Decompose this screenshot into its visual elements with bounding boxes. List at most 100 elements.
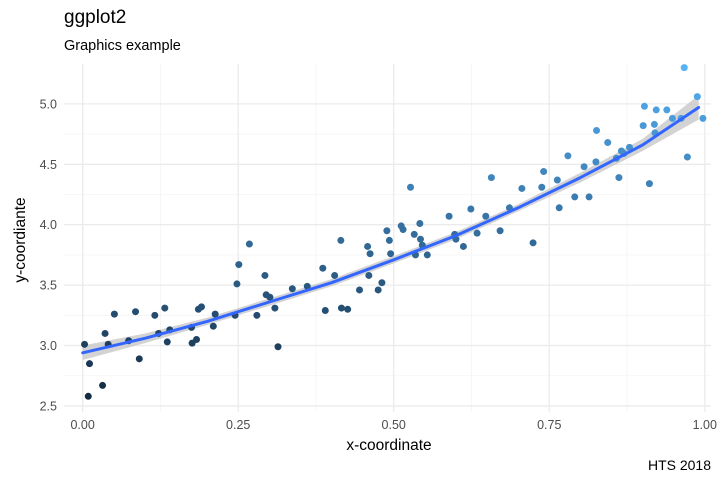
data-point xyxy=(271,304,279,312)
data-point xyxy=(423,251,431,259)
data-point xyxy=(496,227,504,235)
data-point xyxy=(445,212,453,220)
x-tick-label: 0.50 xyxy=(382,418,406,432)
data-point xyxy=(337,236,345,244)
data-point xyxy=(410,230,418,238)
data-point xyxy=(467,205,475,213)
data-point xyxy=(699,114,707,122)
data-point xyxy=(161,304,169,312)
data-point xyxy=(580,163,588,171)
data-point xyxy=(319,264,327,272)
data-point xyxy=(615,174,623,182)
confidence-band-layer xyxy=(82,95,699,361)
data-point xyxy=(233,280,241,288)
data-point xyxy=(385,236,393,244)
data-point xyxy=(378,279,386,287)
data-point xyxy=(683,153,691,161)
data-point xyxy=(383,227,391,235)
data-point xyxy=(652,106,660,114)
data-point xyxy=(84,392,92,400)
y-tick-label: 3.5 xyxy=(40,279,57,293)
data-point xyxy=(303,282,311,290)
data-point xyxy=(668,114,676,122)
data-point xyxy=(571,193,579,201)
data-point xyxy=(387,250,395,258)
data-point xyxy=(604,139,612,147)
confidence-band xyxy=(82,95,699,361)
x-tick-label: 0.00 xyxy=(70,418,94,432)
chart-caption: HTS 2018 xyxy=(647,457,711,473)
data-point xyxy=(211,310,219,318)
data-point xyxy=(209,322,217,330)
data-point xyxy=(640,102,648,110)
data-point xyxy=(650,120,658,128)
data-point xyxy=(529,239,537,247)
chart-title: ggplot2 xyxy=(64,7,127,28)
data-point xyxy=(555,204,563,212)
x-tick-label: 0.75 xyxy=(537,418,561,432)
data-point xyxy=(593,126,601,134)
data-point xyxy=(356,286,364,294)
data-point xyxy=(366,250,374,258)
data-point xyxy=(266,293,274,301)
data-point xyxy=(274,343,282,351)
data-point xyxy=(99,381,107,389)
data-point xyxy=(86,360,94,368)
x-tick-label: 0.25 xyxy=(226,418,250,432)
chart-subtitle: Graphics example xyxy=(64,38,181,54)
data-point xyxy=(81,340,89,348)
data-point xyxy=(135,355,143,363)
data-point xyxy=(344,305,352,313)
data-point xyxy=(416,220,424,227)
data-point xyxy=(540,168,548,176)
data-point xyxy=(101,329,109,337)
data-point xyxy=(110,310,118,318)
y-axis-title: y-coordiante xyxy=(12,197,29,282)
data-point xyxy=(473,229,481,237)
data-point xyxy=(321,307,329,314)
grid-layer xyxy=(64,64,711,412)
data-point xyxy=(132,308,140,316)
fit-line-layer xyxy=(81,106,701,355)
y-tick-label: 4.5 xyxy=(40,158,57,172)
data-point xyxy=(163,338,171,346)
y-tick-label: 2.5 xyxy=(40,399,57,413)
x-tick-label: 1.00 xyxy=(693,418,717,432)
tick-labels-layer: 0.00 0.25 0.50 0.75 1.00 2.5 3.0 3.5 4.0 4.5 5.0 xyxy=(40,97,717,432)
data-point xyxy=(288,285,296,293)
y-tick-label: 4.0 xyxy=(40,218,57,232)
x-axis-title: x-coordinate xyxy=(346,437,431,454)
data-point xyxy=(645,180,653,188)
data-point xyxy=(680,64,688,72)
data-point xyxy=(193,336,201,343)
data-point xyxy=(331,271,339,279)
data-point xyxy=(564,152,572,160)
data-point xyxy=(197,303,205,311)
data-point xyxy=(364,242,372,250)
data-point xyxy=(538,183,546,191)
data-point xyxy=(693,93,701,101)
data-point xyxy=(235,261,243,269)
data-point xyxy=(459,242,467,250)
data-point xyxy=(639,122,647,130)
data-point xyxy=(416,235,424,243)
data-point xyxy=(482,212,490,220)
data-point xyxy=(407,183,415,191)
data-point xyxy=(337,304,345,312)
fit-line xyxy=(81,106,701,355)
data-point xyxy=(663,106,671,114)
data-point xyxy=(592,158,600,166)
data-point xyxy=(585,193,593,201)
data-point xyxy=(626,143,634,151)
data-point xyxy=(245,240,253,248)
y-tick-label: 3.0 xyxy=(40,339,57,353)
data-point xyxy=(374,286,382,294)
data-point xyxy=(553,176,561,184)
data-point xyxy=(365,271,373,279)
data-point xyxy=(399,226,407,234)
data-point xyxy=(487,174,495,182)
y-tick-label: 5.0 xyxy=(40,97,57,111)
data-point xyxy=(253,311,261,319)
